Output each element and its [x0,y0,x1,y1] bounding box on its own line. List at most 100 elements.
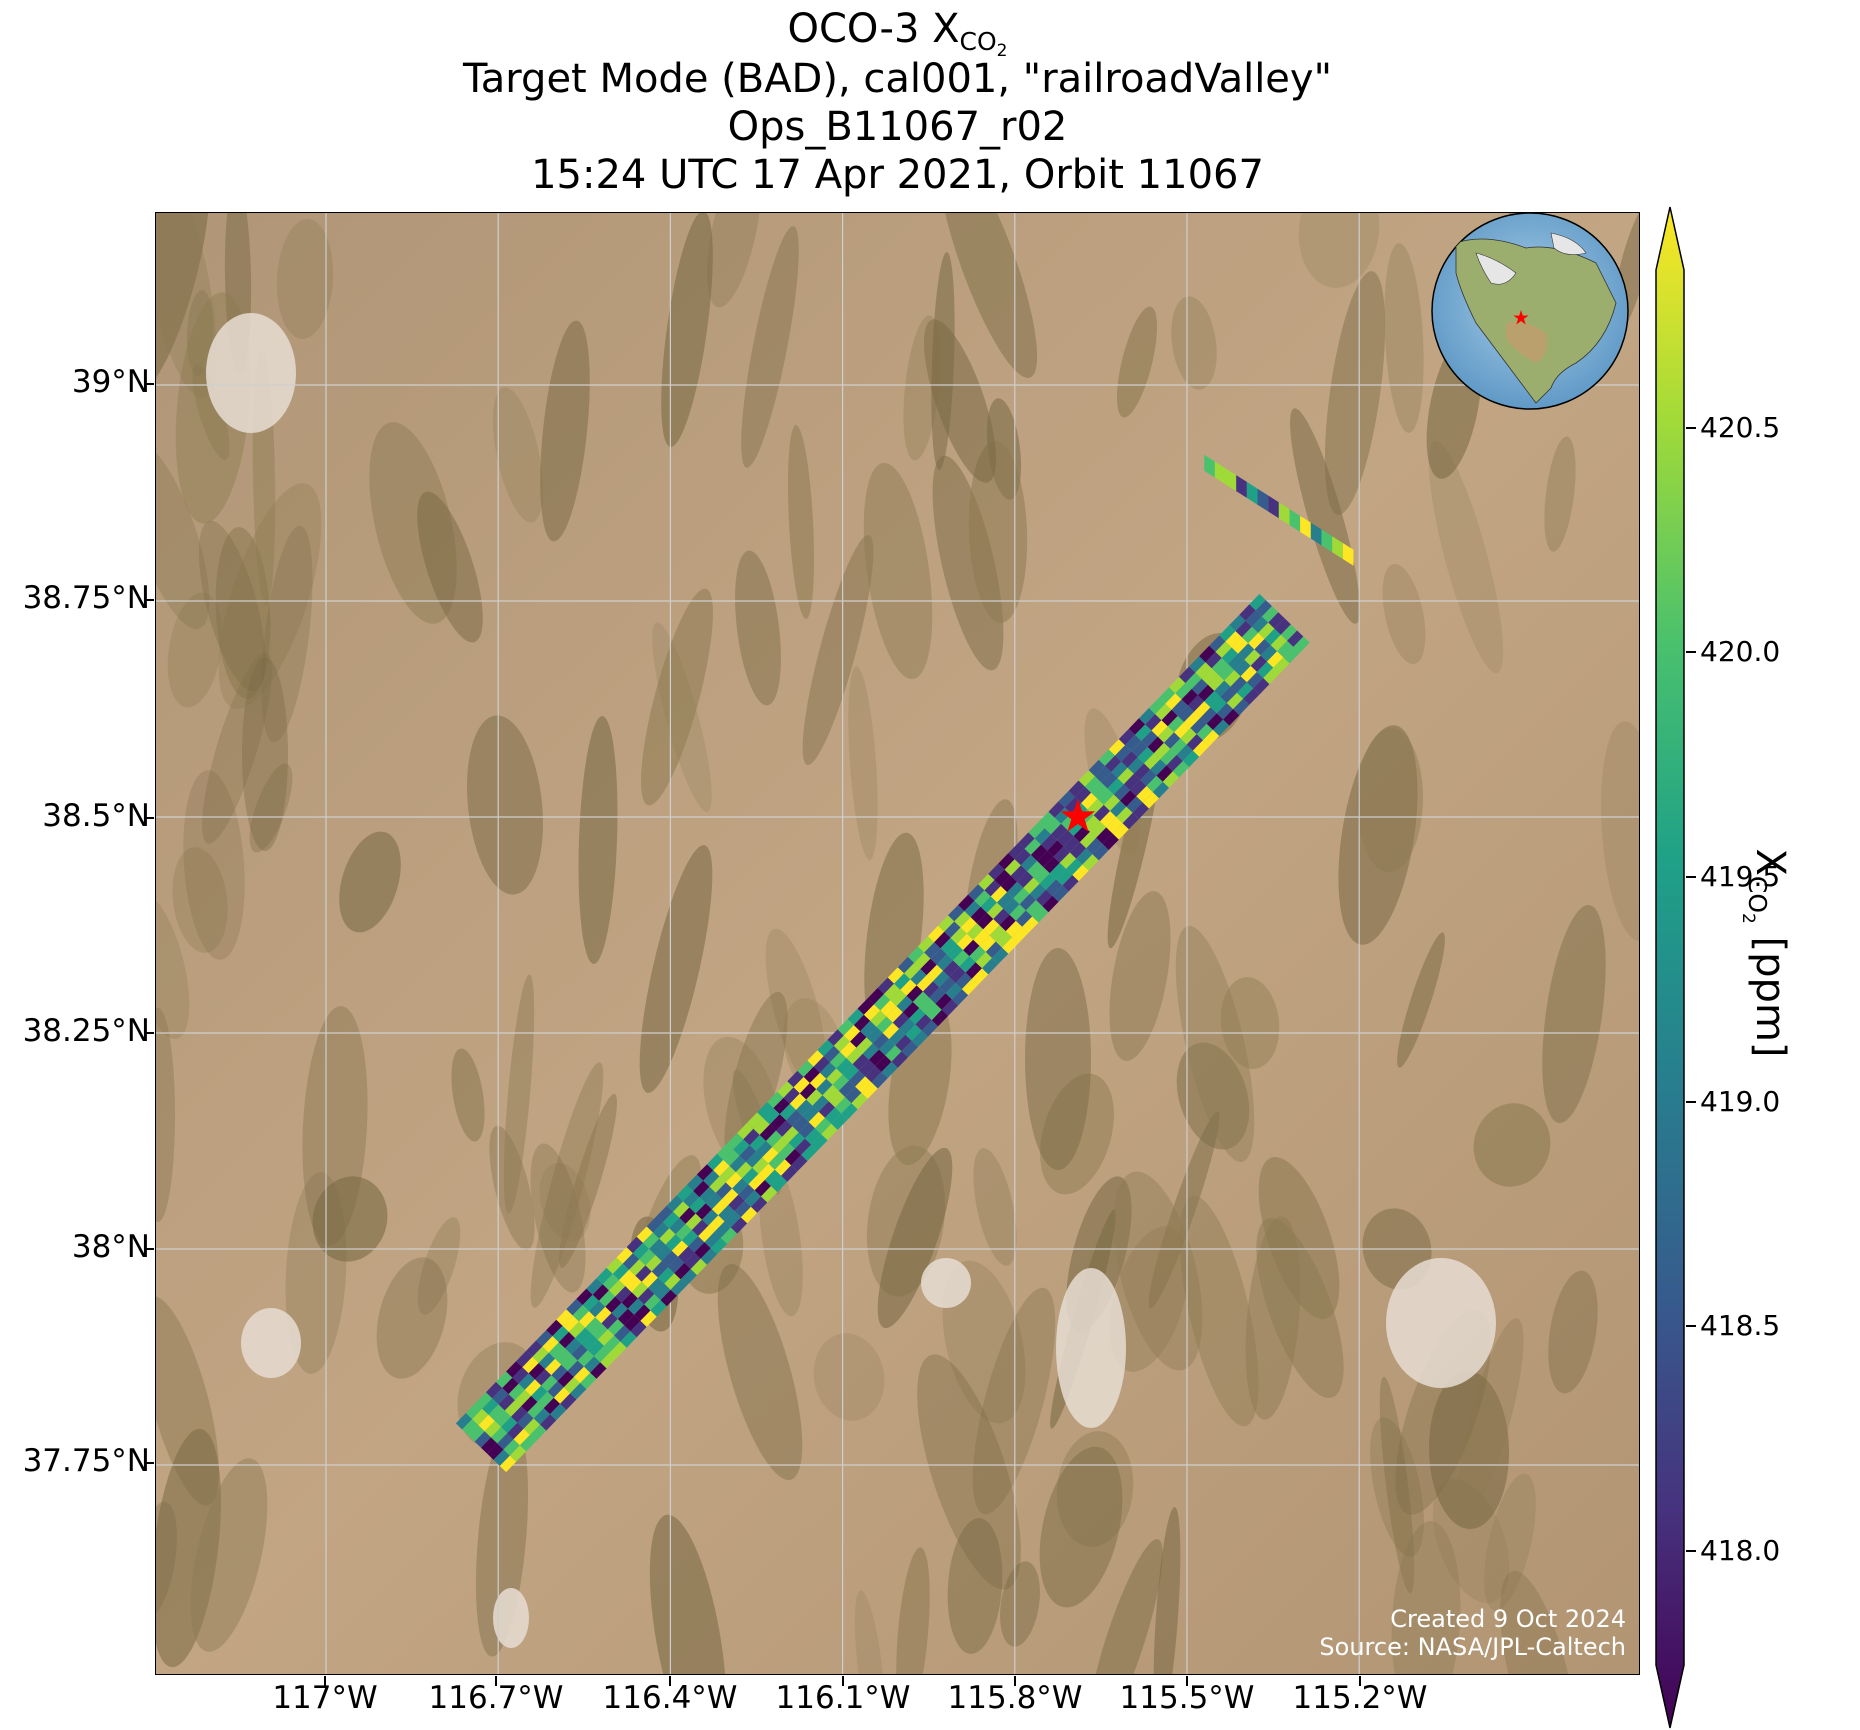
xco2-footprint [561,1354,578,1371]
xco2-footprint [1176,744,1193,761]
xco2-footprint [597,1329,615,1346]
xco2-footprint [1220,686,1237,703]
xco2-footprint [1017,871,1034,888]
xco2-footprint [601,1312,618,1330]
xco2-footprint [521,1395,538,1413]
xco2-footprint [1280,624,1298,641]
terrain-layer [156,213,1639,1674]
xco2-footprint [482,1398,499,1415]
xco2-footprint [1249,593,1266,611]
xco2-footprint [620,1331,637,1348]
xco2-footprint [1219,625,1236,642]
xco2-footprint [832,1074,849,1091]
xco2-footprint [924,942,941,959]
xco2-footprint [959,956,976,973]
xco2-footprint [1063,836,1080,853]
xco2-footprint [1164,732,1181,749]
xco2-footprint [871,1072,888,1089]
xco2-footprint [1111,761,1128,779]
lon-tick [842,1676,844,1686]
xco2-footprint [636,1226,653,1243]
terrain-ridge [1428,440,1504,674]
xco2-footprint [982,958,999,975]
xco2-footprint [875,1055,892,1072]
xco2-footprint [1137,747,1154,764]
xco2-footprint [956,933,974,951]
xco2-footprint [975,951,992,969]
terrain-ridge [932,455,1004,671]
xco2-footprint [776,1120,793,1137]
xco2-footprint [1051,823,1068,841]
xco2-footprint [723,1149,740,1166]
xco2-footprint [581,1333,598,1351]
xco2-footprint [1053,846,1070,863]
xco2-footprint [791,1154,808,1172]
xco2-footprint [694,1242,711,1259]
xco2-footprint [748,1173,765,1191]
xco2-footprint [934,931,951,949]
xco2-footprint [487,1443,504,1460]
source-credit: Source: NASA/JPL-Caltech [1319,1633,1626,1661]
xco2-footprint [700,1248,718,1265]
xco2-footprint [1260,645,1278,662]
terrain-ridge [877,1147,953,1329]
terrain-ridge [192,364,230,460]
xco2-footprint [688,1236,705,1253]
xco2-footprint [1229,614,1246,632]
xco2-footprint [737,1122,754,1140]
xco2-footprint [1184,711,1201,728]
terrain-ridge [190,1458,268,1652]
xco2-footprint [803,1066,820,1083]
lat-tick [144,1032,154,1034]
xco2-footprint [1170,738,1187,755]
xco2-footprint [629,1259,646,1276]
xco2-footprint [1255,600,1272,617]
xco2-footprint [719,1166,736,1183]
xco2-footprint [1057,829,1074,847]
xco2-footprint [639,1248,656,1266]
xco2-footprint [853,1014,871,1032]
xco2-footprint [626,1236,643,1254]
xco2-footprint [782,1126,799,1143]
xco2-footprint [1199,645,1216,663]
xco2-footprint [949,966,966,983]
xco2-footprint [571,1344,588,1361]
xco2-footprint [1130,779,1147,797]
xco2-footprint [1270,634,1288,652]
xco2-footprint [642,1232,660,1249]
xco2-footprint [861,1082,878,1099]
xco2-footprint [612,1263,630,1280]
xco2-footprint [869,1049,886,1066]
xco2-footprint [673,1201,690,1218]
xco2-footprint [840,1041,857,1058]
xco2-footprint [1145,714,1162,731]
terrain-ridge [1370,1417,1424,1557]
xco2-footprint [478,1414,495,1432]
xco2-footprint [1062,875,1079,892]
xco2-footprint [919,997,936,1015]
terrain-ridge [1548,1270,1598,1394]
xco2-footprint [1208,674,1225,691]
xco2-footprint [580,1372,597,1390]
lon-tick [1359,1676,1361,1686]
xco2-footprint [725,1172,743,1189]
xco2-footprint [1267,651,1284,668]
xco2-footprint [966,923,984,940]
xco2-footprint [870,1010,887,1027]
xco2-footprint [1090,821,1107,838]
terrain-ridge [540,320,590,542]
terrain-ridge [1484,1473,1536,1611]
xco2-footprint [751,1196,768,1213]
terrain-ridge [1000,1561,1040,1647]
xco2-footprint [1047,840,1064,857]
xco2-footprint [513,1428,530,1446]
xco2-footprint [518,1373,535,1390]
xco2-footprint [929,987,946,1004]
xco2-footprint [1056,868,1073,886]
xco2-footprint [661,1250,679,1268]
xco2-footprint [1034,828,1051,845]
xco2-footprint [968,884,985,901]
terrain-ridge [467,715,543,895]
xco2-footprint [499,1455,517,1473]
terrain-ridge [724,991,788,1167]
